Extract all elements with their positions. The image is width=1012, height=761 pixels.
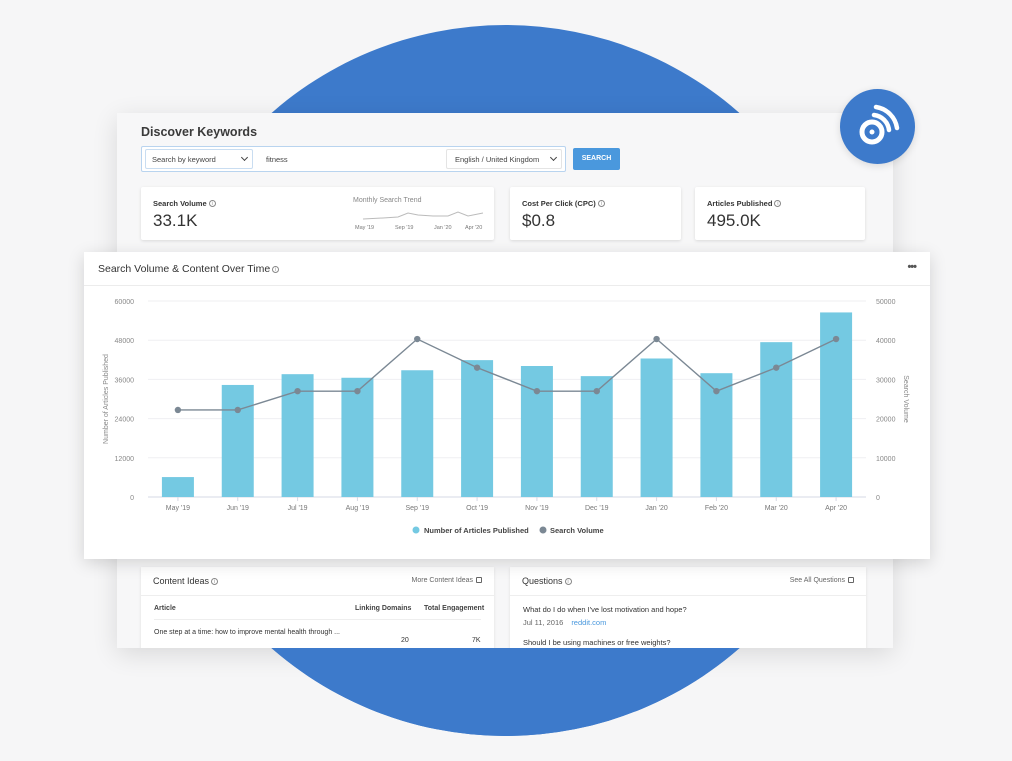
circle-bottom-mask <box>0 648 1012 761</box>
svg-text:Jul '19: Jul '19 <box>288 505 308 512</box>
panel-header: Questions i See All Questions <box>510 567 866 596</box>
svg-text:Search Volume: Search Volume <box>550 526 604 535</box>
metric-value: 495.0K <box>707 211 761 230</box>
info-icon[interactable]: i <box>208 200 216 207</box>
column-header-total-engagement: Total Engagement <box>424 605 485 612</box>
svg-text:Aug '19: Aug '19 <box>346 505 370 512</box>
keyword-input[interactable] <box>262 149 442 169</box>
article-title-link[interactable]: One step at a time: how to improve menta… <box>154 629 340 636</box>
svg-text:Nov '19: Nov '19 <box>525 505 549 512</box>
trend-tick: Apr '20 <box>465 225 483 231</box>
page-title: Discover Keywords <box>141 125 258 139</box>
question-meta: Jul 11, 2016 reddit.com <box>523 618 606 627</box>
svg-text:Number of Articles Published: Number of Articles Published <box>424 526 529 535</box>
external-link-icon <box>848 577 854 583</box>
search-type-value: Search by keyword <box>152 155 216 164</box>
svg-text:0: 0 <box>876 495 880 502</box>
question-text[interactable]: Should I be using machines or free weigh… <box>523 638 671 647</box>
search-bar: Search by keyword English / United Kingd… <box>141 146 566 172</box>
background-circle-lower <box>150 648 861 736</box>
podcast-badge <box>840 89 915 164</box>
question-source-link[interactable]: reddit.com <box>571 618 607 627</box>
more-options-button[interactable]: ••• <box>907 261 917 273</box>
metric-label: Cost Per Click (CPC) i <box>522 199 605 208</box>
broadcast-icon <box>859 104 900 145</box>
linking-domains-value: 20 <box>401 637 409 644</box>
trend-tick: May '19 <box>355 225 375 231</box>
svg-text:0: 0 <box>130 495 134 502</box>
svg-text:40000: 40000 <box>876 338 896 345</box>
info-icon[interactable]: i <box>774 200 782 207</box>
column-header-article: Article <box>154 605 176 612</box>
info-icon[interactable]: i <box>564 578 572 585</box>
svg-text:Apr '20: Apr '20 <box>825 505 847 512</box>
trend-label: Monthly Search Trend <box>353 197 422 204</box>
chart-title: Search Volume & Content Over Time i <box>98 263 280 275</box>
language-select[interactable]: English / United Kingdom <box>446 149 562 169</box>
svg-text:Sep '19: Sep '19 <box>405 505 429 512</box>
sparkline <box>362 211 484 220</box>
metric-label: Search Volume i <box>153 199 216 208</box>
svg-text:30000: 30000 <box>876 377 896 384</box>
svg-text:Oct '19: Oct '19 <box>466 505 488 512</box>
trend-tick: Jan '20 <box>434 225 452 231</box>
info-icon[interactable]: i <box>211 578 219 585</box>
metric-card-cpc: Cost Per Click (CPC) i $0.8 <box>510 187 681 240</box>
more-content-ideas-link[interactable]: More Content Ideas <box>412 577 482 584</box>
content-ideas-panel: Content Ideas i More Content Ideas Articl… <box>141 567 494 648</box>
svg-text:50000: 50000 <box>876 299 896 306</box>
chevron-down-icon <box>549 153 558 162</box>
svg-text:24000: 24000 <box>115 417 135 424</box>
info-icon[interactable]: i <box>272 266 280 273</box>
question-date: Jul 11, 2016 <box>523 618 564 627</box>
chevron-down-icon <box>240 153 249 162</box>
svg-text:20000: 20000 <box>876 417 896 424</box>
svg-text:Jun '19: Jun '19 <box>227 505 249 512</box>
chart-card: Search Volume & Content Over Time i ••• 0… <box>84 252 930 559</box>
questions-panel: Questions i See All Questions What do I d… <box>510 567 866 648</box>
column-header-linking-domains: Linking Domains <box>355 605 412 612</box>
metric-card-search-volume: Search Volume i 33.1K Monthly Search Tren… <box>141 187 494 240</box>
panel-title: Questions i <box>522 576 572 586</box>
metric-label: Articles Published i <box>707 199 782 208</box>
search-type-select[interactable]: Search by keyword <box>145 149 253 169</box>
metric-value: $0.8 <box>522 211 556 230</box>
svg-text:Number of Articles Published: Number of Articles Published <box>103 354 110 444</box>
trend-tick: Sep '19 <box>395 225 414 231</box>
svg-text:Jan '20: Jan '20 <box>645 505 667 512</box>
total-engagement-value: 7K <box>472 637 481 644</box>
svg-text:Mar '20: Mar '20 <box>765 505 788 512</box>
external-link-icon <box>476 577 482 583</box>
panel-header: Content Ideas i More Content Ideas <box>141 567 494 596</box>
svg-text:60000: 60000 <box>115 299 135 306</box>
divider <box>154 619 481 620</box>
combo-chart: 0 12000 24000 36000 48000 60000 0 10000 20000 300… <box>103 299 909 535</box>
metric-value: 33.1K <box>153 211 198 230</box>
svg-text:10000: 10000 <box>876 456 896 463</box>
question-text[interactable]: What do I do when I've lost motivation a… <box>523 605 687 614</box>
language-value: English / United Kingdom <box>455 155 540 164</box>
metric-card-articles: Articles Published i 495.0K <box>695 187 865 240</box>
svg-text:48000: 48000 <box>115 338 135 345</box>
svg-text:May '19: May '19 <box>166 505 190 512</box>
info-icon[interactable]: i <box>597 200 605 207</box>
panel-title: Content Ideas i <box>153 576 219 586</box>
see-all-questions-link[interactable]: See All Questions <box>790 577 854 584</box>
svg-text:Search Volume: Search Volume <box>902 375 909 423</box>
chart-header: Search Volume & Content Over Time i ••• <box>84 252 930 286</box>
svg-text:36000: 36000 <box>115 377 135 384</box>
search-button[interactable]: SEARCH <box>573 148 620 170</box>
svg-text:12000: 12000 <box>115 456 135 463</box>
svg-text:Feb '20: Feb '20 <box>705 505 728 512</box>
svg-text:Dec '19: Dec '19 <box>585 505 609 512</box>
